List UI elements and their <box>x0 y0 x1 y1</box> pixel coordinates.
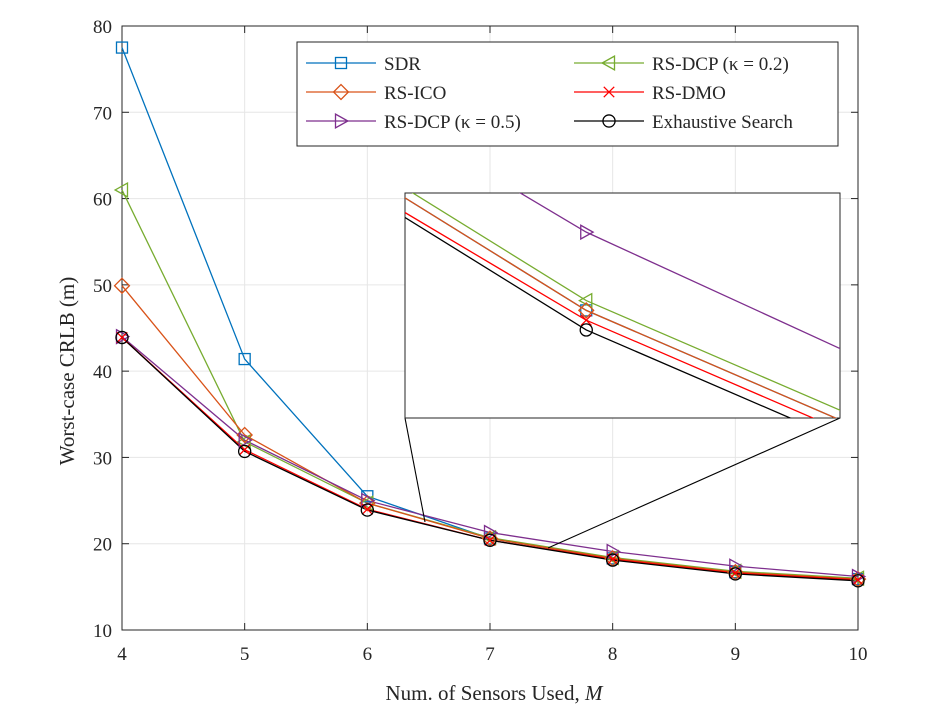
legend-label: Exhaustive Search <box>652 112 793 133</box>
y-tick-label: 40 <box>93 362 112 383</box>
legend-marker <box>334 56 348 70</box>
data-point <box>115 41 129 54</box>
legend-marker <box>602 114 616 128</box>
x-tick-label: 7 <box>485 644 495 665</box>
x-axis-label: Num. of Sensors Used, M <box>386 681 605 705</box>
legend-entry: RS-DMO <box>574 83 726 104</box>
data-point <box>606 543 621 560</box>
legend-entry: RS-ICO <box>306 83 446 104</box>
data-point <box>238 352 251 366</box>
legend-label: RS-DMO <box>652 83 726 104</box>
legend-box <box>296 41 839 147</box>
inset-data-point <box>577 302 595 319</box>
data-point <box>115 330 129 345</box>
legend-label: RS-DCP (κ = 0.2) <box>652 54 789 75</box>
data-point <box>359 495 374 512</box>
legend-entry: RS-DCP (κ = 0.2) <box>574 54 789 75</box>
inset-frame <box>404 192 841 419</box>
data-point <box>113 181 129 198</box>
series-markers <box>113 41 867 588</box>
legend-label: SDR <box>384 54 421 75</box>
inset-data-point <box>579 323 593 337</box>
tick-labels: 4 5 6 7 8 9 10 10 20 30 40 50 60 70 80 <box>93 17 868 665</box>
x-tick-label: 8 <box>608 644 618 665</box>
data-point <box>728 567 743 581</box>
data-point <box>483 524 499 541</box>
data-point <box>729 558 744 575</box>
inset-series <box>405 193 840 418</box>
axes <box>121 25 859 631</box>
y-tick-label: 20 <box>93 535 112 556</box>
data-point <box>116 331 128 344</box>
x-tick-label: 10 <box>849 644 868 665</box>
data-point <box>238 432 253 449</box>
y-tick-label: 50 <box>93 276 112 297</box>
zoom-connectors <box>404 417 841 549</box>
inset-data-point <box>580 224 595 241</box>
x-tick-label: 5 <box>240 644 250 665</box>
y-tick-label: 10 <box>93 621 112 642</box>
legend-entry: Exhaustive Search <box>574 112 793 133</box>
x-axis-label-text: Num. of Sensors Used, <box>386 681 586 705</box>
legend-marker <box>332 83 350 101</box>
y-tick-label: 70 <box>93 103 112 124</box>
data-point <box>113 277 131 295</box>
legend-entry: SDR <box>306 54 421 75</box>
data-point <box>360 503 375 517</box>
zoom-connector-left <box>404 417 426 523</box>
data-point <box>484 534 496 546</box>
x-tick-label: 6 <box>363 644 373 665</box>
data-point <box>236 426 254 444</box>
legend-marker <box>334 113 350 129</box>
x-tick-label: 4 <box>117 644 127 665</box>
y-tick-label: 30 <box>93 448 112 469</box>
legend: SDR RS-ICO RS-DCP (κ = 0.5) RS-DCP (κ = 0.2… <box>296 41 839 147</box>
data-point <box>237 444 252 459</box>
zoom-inset <box>404 192 841 419</box>
data-point <box>851 574 865 588</box>
inset-data-point <box>580 314 592 326</box>
y-tick-label: 60 <box>93 190 112 211</box>
data-point <box>605 553 620 567</box>
legend-label: RS-DCP (κ = 0.5) <box>384 112 521 133</box>
legend-entry: RS-DCP (κ = 0.5) <box>306 112 521 133</box>
data-point <box>483 533 497 547</box>
y-tick-label: 80 <box>93 17 112 38</box>
legend-marker <box>603 86 615 98</box>
y-axis-label: Worst-case CRLB (m) <box>55 277 79 465</box>
x-tick-label: 9 <box>731 644 741 665</box>
legend-label: RS-ICO <box>384 83 446 104</box>
zoom-connector-right <box>547 417 841 549</box>
legend-marker <box>600 55 616 71</box>
x-axis-label-variable: M <box>584 681 604 705</box>
